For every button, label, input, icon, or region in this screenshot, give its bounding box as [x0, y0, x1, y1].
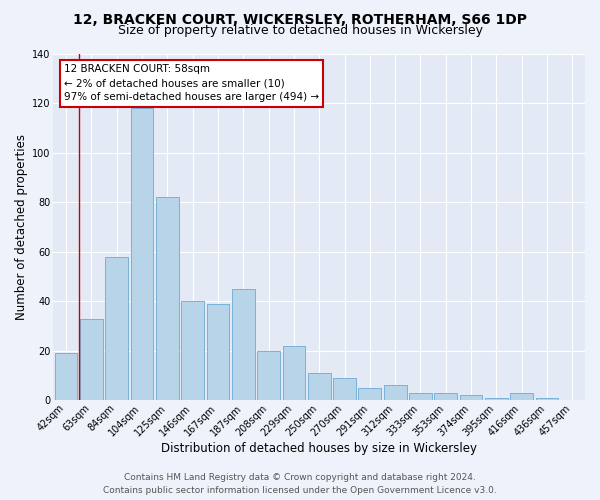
Bar: [106, 256, 128, 400]
Bar: [308, 373, 331, 400]
Bar: [460, 395, 482, 400]
Text: Size of property relative to detached houses in Wickersley: Size of property relative to detached ho…: [118, 24, 482, 37]
Bar: [536, 398, 559, 400]
Text: Contains HM Land Registry data © Crown copyright and database right 2024.
Contai: Contains HM Land Registry data © Crown c…: [103, 474, 497, 495]
Bar: [333, 378, 356, 400]
Bar: [181, 301, 204, 400]
Bar: [80, 318, 103, 400]
Text: 12 BRACKEN COURT: 58sqm
← 2% of detached houses are smaller (10)
97% of semi-det: 12 BRACKEN COURT: 58sqm ← 2% of detached…: [64, 64, 319, 102]
X-axis label: Distribution of detached houses by size in Wickersley: Distribution of detached houses by size …: [161, 442, 477, 455]
Bar: [358, 388, 381, 400]
Text: 12, BRACKEN COURT, WICKERSLEY, ROTHERHAM, S66 1DP: 12, BRACKEN COURT, WICKERSLEY, ROTHERHAM…: [73, 12, 527, 26]
Bar: [257, 350, 280, 400]
Bar: [131, 108, 154, 400]
Y-axis label: Number of detached properties: Number of detached properties: [15, 134, 28, 320]
Bar: [206, 304, 229, 400]
Bar: [232, 289, 254, 400]
Bar: [434, 392, 457, 400]
Bar: [156, 198, 179, 400]
Bar: [511, 392, 533, 400]
Bar: [485, 398, 508, 400]
Bar: [384, 386, 407, 400]
Bar: [55, 353, 77, 400]
Bar: [283, 346, 305, 400]
Bar: [409, 392, 432, 400]
